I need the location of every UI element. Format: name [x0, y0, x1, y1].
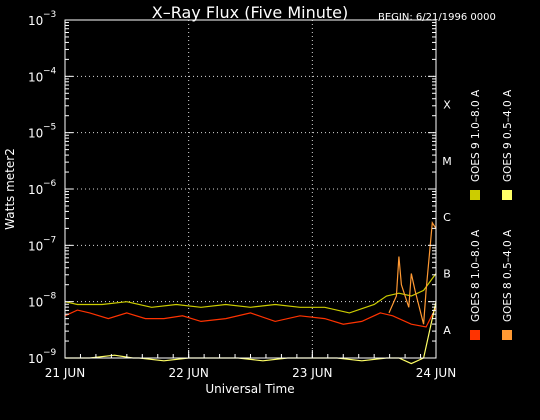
flare-class-label: A — [443, 324, 451, 337]
y-tick-exponent: −3 — [43, 10, 56, 20]
grid-layer — [65, 20, 436, 358]
series-line-1 — [64, 307, 437, 328]
y-tick-exponent: −4 — [43, 66, 57, 76]
begin-label: BEGIN: 6/21/1996 0000 — [378, 12, 496, 23]
y-tick-label: 10 — [28, 352, 43, 366]
series-line-2 — [64, 273, 437, 314]
y-tick-label: 10 — [28, 183, 43, 197]
legend-swatch — [470, 190, 480, 200]
flare-class-label: B — [443, 268, 451, 281]
legend-label: GOES 9 1.0–8.0 A — [470, 89, 482, 182]
x-tick-label: 24 JUN — [416, 366, 456, 380]
legend-item: GOES 8 1.0–8.0 A — [470, 229, 482, 340]
y-axis-label: Watts meter2 — [3, 148, 17, 230]
y-tick-label: 10 — [28, 296, 43, 310]
series-line-3 — [388, 221, 437, 325]
y-tick-exponent: −6 — [43, 179, 57, 189]
y-tick-exponent: −8 — [43, 292, 57, 302]
x-tick-label: 23 JUN — [292, 366, 332, 380]
legend-swatch — [502, 190, 512, 200]
flare-class-label: M — [442, 155, 452, 168]
chart-title: X–Ray Flux (Five Minute) — [152, 3, 348, 22]
legend-swatch — [470, 330, 480, 340]
y-tick-exponent: −7 — [43, 235, 56, 245]
legend-label: GOES 8 0.5–4.0 A — [502, 229, 514, 322]
x-tick-label: 21 JUN — [45, 366, 85, 380]
x-axis-label: Universal Time — [205, 382, 294, 396]
legend: GOES 8 1.0–8.0 A GOES 9 1.0–8.0 A GOES 8 0… — [470, 89, 514, 340]
y-tick-label: 10 — [28, 127, 43, 141]
flare-class-label: C — [443, 211, 451, 224]
x-tick-label: 22 JUN — [168, 366, 208, 380]
tick-layer: 10−310−410−510−610−710−810 −921 JUN 22 JUN… — [28, 10, 456, 380]
legend-swatch — [502, 330, 512, 340]
y-tick-label: 10 — [28, 239, 43, 253]
legend-label: GOES 9 0.5–4.0 A — [502, 89, 514, 182]
y-tick-exponent: −9 — [43, 348, 57, 358]
y-tick-label: 10 — [28, 70, 43, 84]
y-tick-exponent: −5 — [43, 123, 56, 133]
legend-item: GOES 9 1.0–8.0 A — [470, 89, 482, 200]
legend-label: GOES 8 1.0–8.0 A — [470, 229, 482, 322]
series-layer — [64, 221, 437, 365]
y-tick-label: 10 — [28, 14, 43, 28]
legend-item: GOES 8 0.5–4.0 A — [502, 229, 514, 340]
legend-item: GOES 9 0.5–4.0 A — [502, 89, 514, 200]
flare-class-label: X — [443, 99, 451, 112]
